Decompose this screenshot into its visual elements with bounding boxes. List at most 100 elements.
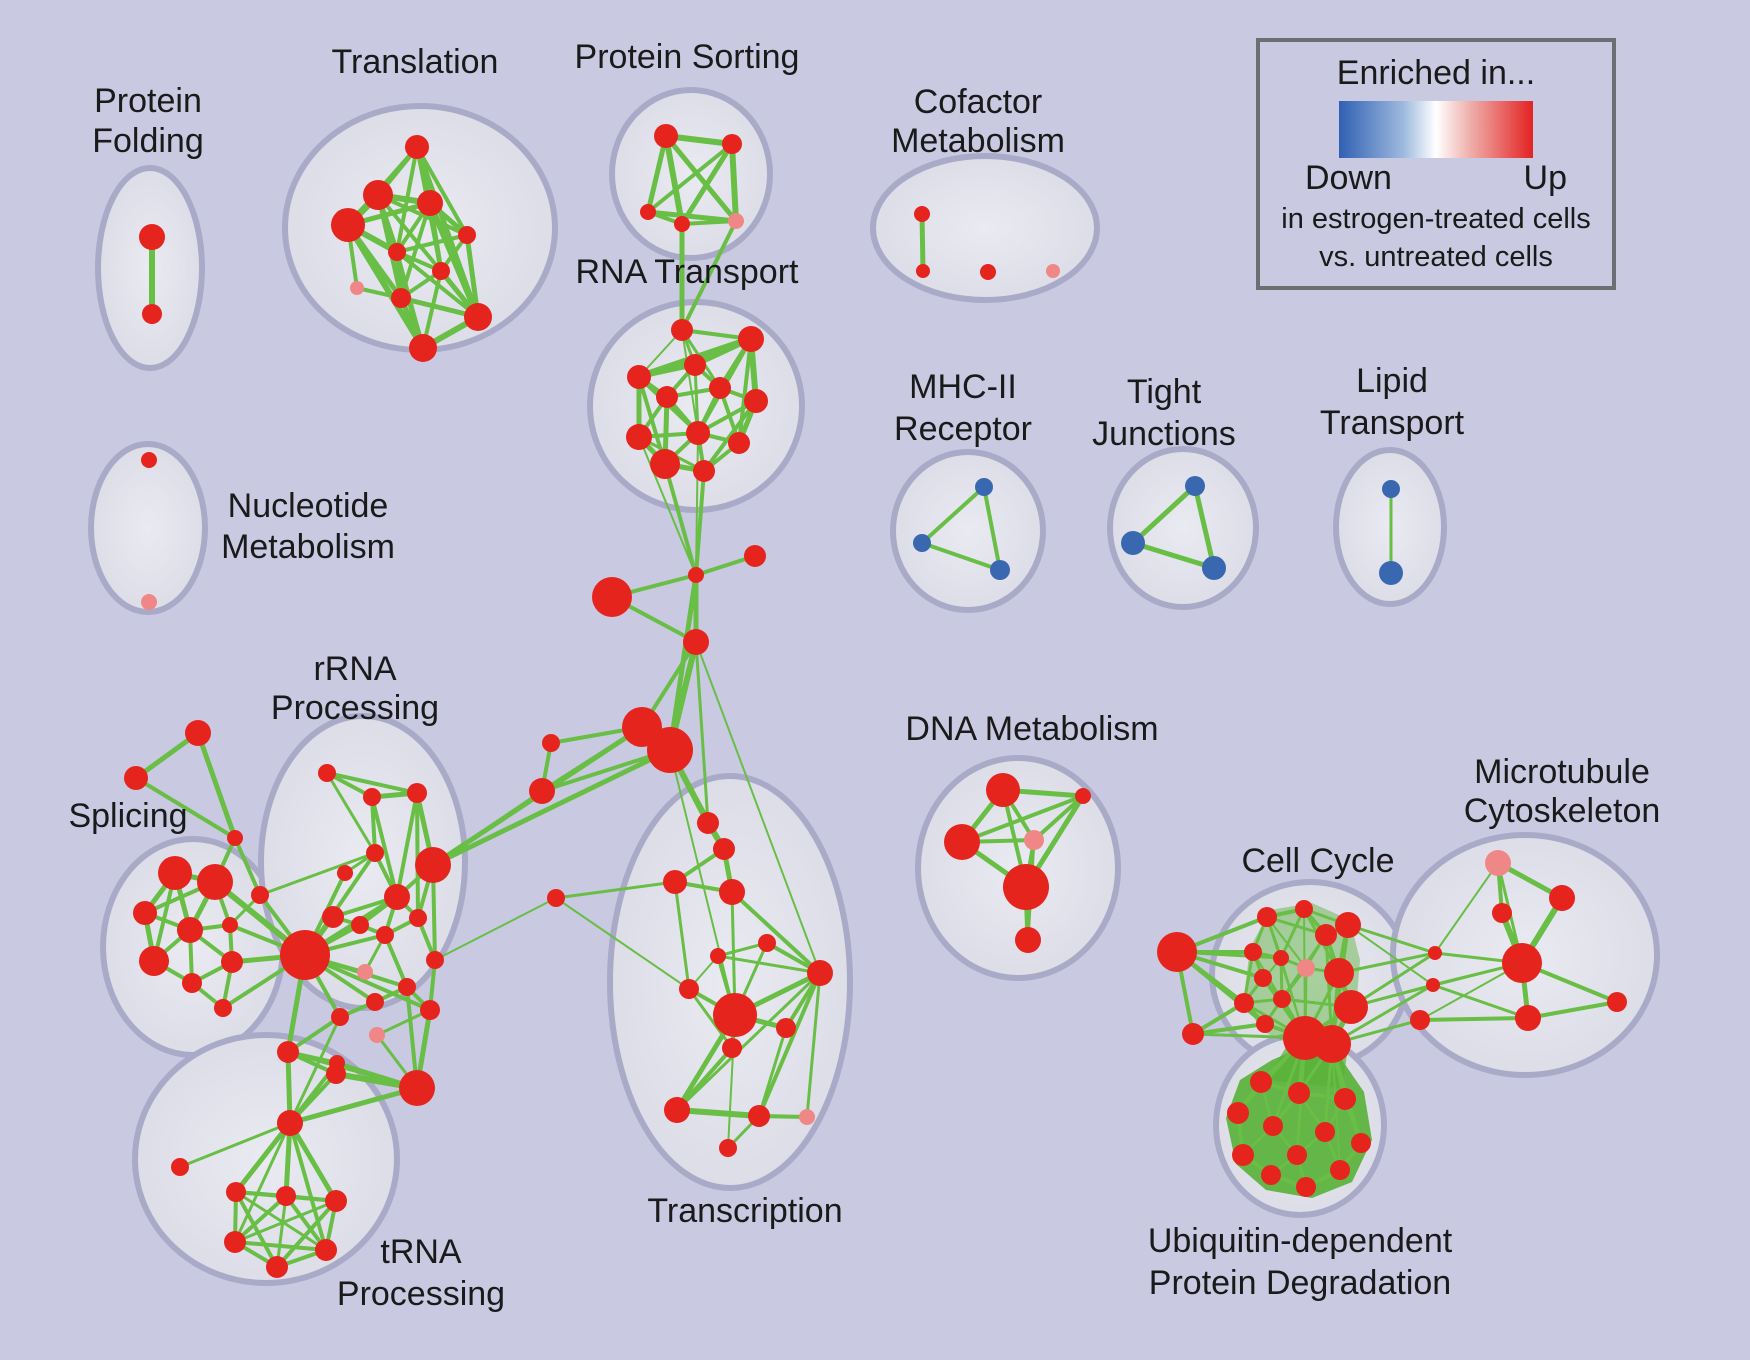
node-x12 — [664, 1097, 690, 1123]
node-cf4 — [1046, 264, 1060, 278]
legend-gradient-bar — [1339, 101, 1533, 158]
node-ccSat — [1157, 932, 1197, 972]
node-u5 — [1263, 1116, 1283, 1136]
node-t11 — [409, 334, 437, 362]
edge-cc2-cc6 — [1279, 907, 1306, 960]
edge-x9-x15 — [727, 1014, 736, 1149]
edge-r1-r3 — [325, 771, 419, 795]
cluster-label-cofactor-metabolism-line1: Cofactor — [914, 83, 1043, 121]
edge-tHub-tLone — [178, 1121, 292, 1169]
cluster-ellipse-cofactor-metabolism — [870, 153, 1100, 303]
node-rt2 — [738, 326, 764, 352]
edge-tHub-th5 — [288, 1121, 328, 1252]
node-ps3 — [640, 204, 656, 220]
edge-rt2-rt10 — [737, 337, 753, 445]
node-r6 — [384, 884, 410, 910]
node-d6 — [1015, 927, 1041, 953]
node-tBig — [399, 1070, 435, 1106]
edge-mh2-mh3 — [920, 541, 1002, 572]
node-cc12 — [1334, 990, 1368, 1024]
edge-x3-x7 — [673, 880, 691, 991]
node-m2 — [1549, 885, 1575, 911]
cluster-label-microtubule-cytoskeleton-line1: Microtubule — [1474, 753, 1650, 791]
cluster-label-tight-junctions-line2: Junctions — [1092, 415, 1236, 453]
cluster-ellipse-nucleotide-metabolism — [88, 441, 208, 615]
cluster-label-rna-transport: RNA Transport — [576, 253, 800, 291]
node-bm3 — [1410, 1010, 1430, 1030]
node-r3 — [407, 783, 427, 803]
node-mh2 — [913, 534, 931, 552]
edge-m5-m6 — [1526, 1000, 1619, 1020]
edge-r1-r4 — [325, 771, 377, 855]
node-th4 — [224, 1231, 246, 1253]
node-x1 — [697, 812, 719, 834]
edge-hub2-r7 — [430, 747, 673, 868]
cluster-label-transcription: Transcription — [647, 1192, 842, 1230]
edge-t4-t11 — [345, 222, 426, 351]
node-u11 — [1261, 1165, 1281, 1185]
node-tri1 — [185, 720, 211, 746]
edge-mh1-mh2 — [920, 485, 986, 545]
node-cc11 — [1324, 958, 1354, 988]
node-cc3 — [1315, 924, 1337, 946]
node-x7 — [679, 979, 699, 999]
edge-rt9-j1 — [695, 432, 699, 576]
node-x14 — [799, 1109, 815, 1125]
node-r8 — [322, 906, 344, 928]
node-r9 — [351, 916, 369, 934]
edge-mh1-mh3 — [982, 485, 1002, 572]
cluster-ellipse-mhc-ii-receptor — [890, 449, 1046, 613]
node-tLone — [171, 1158, 189, 1176]
node-jr — [744, 545, 766, 567]
node-x10 — [776, 1018, 796, 1038]
edge-cc4-bm2 — [1347, 924, 1434, 986]
cluster-label-rrna-processing-line2: Processing — [271, 689, 439, 727]
node-pf2 — [142, 304, 162, 324]
node-s5 — [222, 917, 238, 933]
node-r17 — [331, 1008, 349, 1026]
node-m4 — [1502, 943, 1542, 983]
edge-r3-r6 — [395, 791, 419, 899]
edge-th4-th5 — [233, 1240, 328, 1252]
edge-th2-th6 — [275, 1194, 288, 1269]
edge-ps4-ps5 — [680, 219, 738, 226]
node-bm1 — [1428, 946, 1442, 960]
edge-ps2-ps3 — [646, 142, 734, 214]
node-cf3 — [980, 264, 996, 280]
edge-x12-x13 — [674, 1107, 762, 1119]
node-u9 — [1287, 1145, 1307, 1165]
edge-bm3-m5 — [1418, 1016, 1530, 1022]
node-rt10 — [728, 432, 750, 454]
node-u6 — [1315, 1122, 1335, 1142]
node-x9 — [713, 993, 757, 1037]
node-th5 — [315, 1239, 337, 1261]
node-r1 — [318, 764, 336, 782]
edge-x5-x8 — [716, 954, 822, 975]
edge-x10-x13 — [757, 1026, 788, 1118]
node-u10 — [1330, 1160, 1350, 1180]
node-pf1 — [139, 224, 165, 250]
cluster-label-cofactor-metabolism-line2: Metabolism — [891, 122, 1065, 160]
edge-tHub-th4 — [233, 1121, 292, 1244]
legend-down-label: Down — [1305, 159, 1392, 197]
node-r16 — [366, 993, 384, 1011]
node-u4 — [1227, 1102, 1249, 1124]
node-r15 — [420, 1000, 440, 1020]
cluster-label-cell-cycle: Cell Cycle — [1241, 842, 1394, 880]
node-cc4 — [1335, 912, 1361, 938]
edge-x8-x12 — [675, 971, 822, 1112]
node-r11 — [409, 909, 427, 927]
edge-th1-th5 — [234, 1190, 328, 1252]
cluster-ellipse-tight-junctions — [1107, 446, 1259, 610]
edge-bm1-m1 — [1434, 862, 1499, 954]
node-d4 — [1024, 830, 1044, 850]
node-t7 — [432, 262, 450, 280]
edge-rt11-j1 — [663, 462, 698, 577]
node-cc2 — [1295, 900, 1313, 918]
node-cc5 — [1244, 943, 1262, 961]
cluster-label-ubiquitin-degradation-line1: Ubiquitin-dependent — [1148, 1222, 1453, 1260]
edge-tHub-tBig — [287, 1085, 420, 1126]
edge-th3-th4 — [233, 1199, 338, 1244]
cluster-label-nucleotide-metabolism-line2: Metabolism — [221, 528, 395, 566]
edge-rt12-j1 — [694, 469, 706, 577]
